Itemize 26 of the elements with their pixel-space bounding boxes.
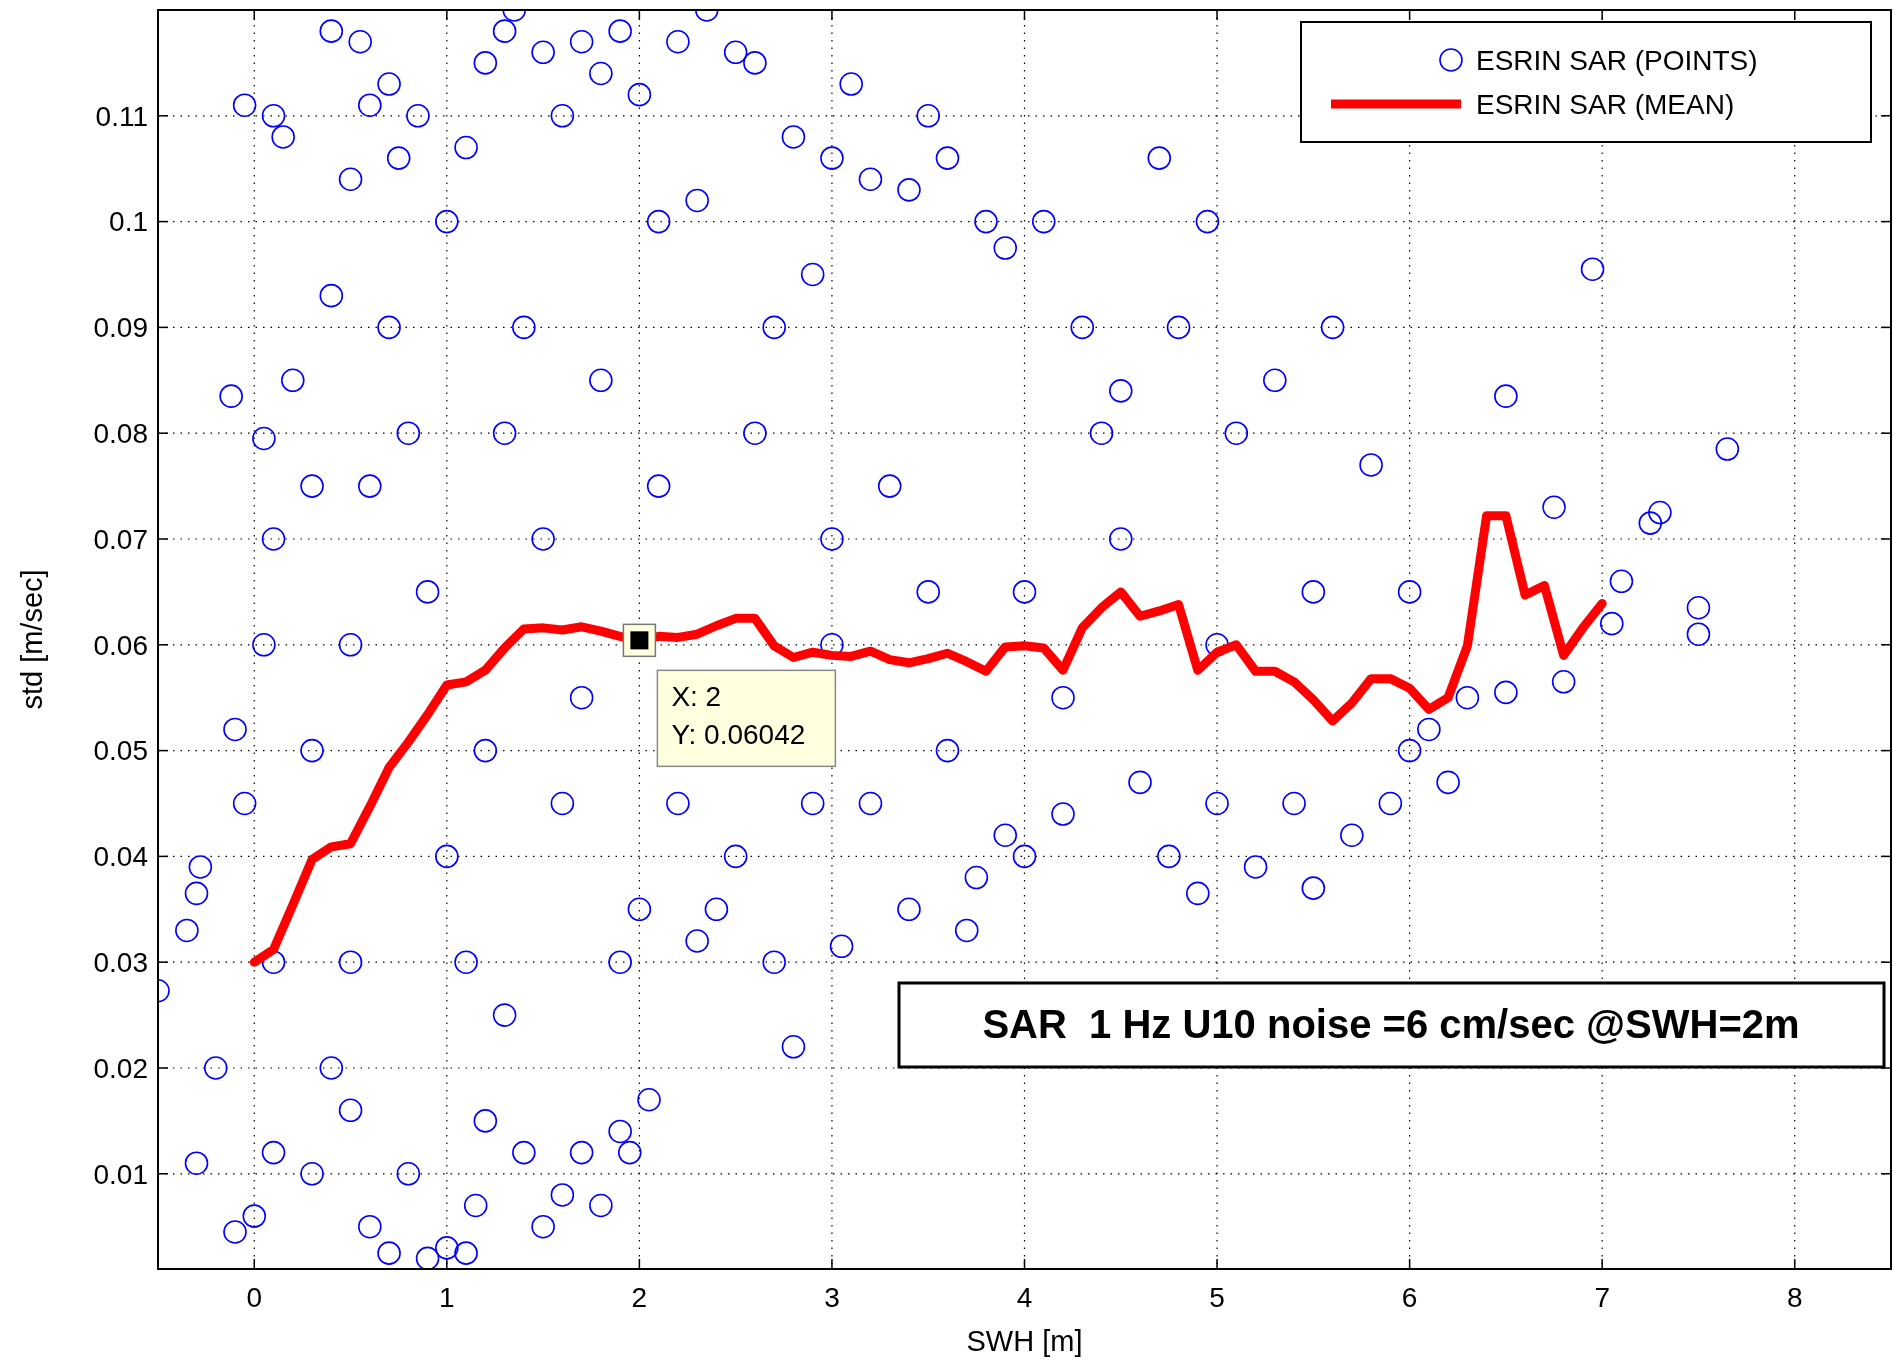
- x-tick-label: 3: [824, 1282, 840, 1313]
- x-tick-label: 4: [1016, 1282, 1033, 1313]
- x-tick-label: 2: [631, 1282, 648, 1313]
- legend-label: ESRIN SAR (POINTS): [1476, 44, 1758, 76]
- y-tick-label: 0.09: [93, 312, 148, 344]
- y-tick-label: 0.07: [93, 523, 148, 555]
- y-tick-label: 0.04: [93, 841, 148, 873]
- y-tick-label: 0.05: [93, 735, 148, 767]
- annotation: SAR 1 Hz U10 noise =6 cm/sec @SWH=2m: [982, 1002, 1800, 1046]
- x-tick-label: 5: [1209, 1282, 1225, 1313]
- y-axis-title: std [m/sec]: [16, 569, 48, 710]
- y-tick-label: 0.02: [93, 1052, 148, 1084]
- x-tick-label: 6: [1401, 1282, 1418, 1313]
- x-tick-label: 8: [1786, 1282, 1803, 1313]
- x-axis-title: SWH [m]: [966, 1325, 1083, 1357]
- y-tick-label: 0.01: [93, 1158, 148, 1190]
- y-tick-label: 0.11: [95, 100, 148, 132]
- y-tick-label: 0.08: [93, 417, 148, 449]
- y-tick-label: 0.03: [93, 946, 148, 978]
- x-tick-label: 0: [246, 1282, 263, 1313]
- x-tick-label: 1: [439, 1282, 455, 1313]
- x-tick-label: 7: [1594, 1282, 1610, 1313]
- y-tick-label: 0.06: [93, 629, 148, 661]
- legend-label: ESRIN SAR (MEAN): [1476, 88, 1735, 120]
- annotation: X: 2 Y: 0.06042: [671, 681, 806, 751]
- y-tick-label: 0.1: [109, 206, 148, 238]
